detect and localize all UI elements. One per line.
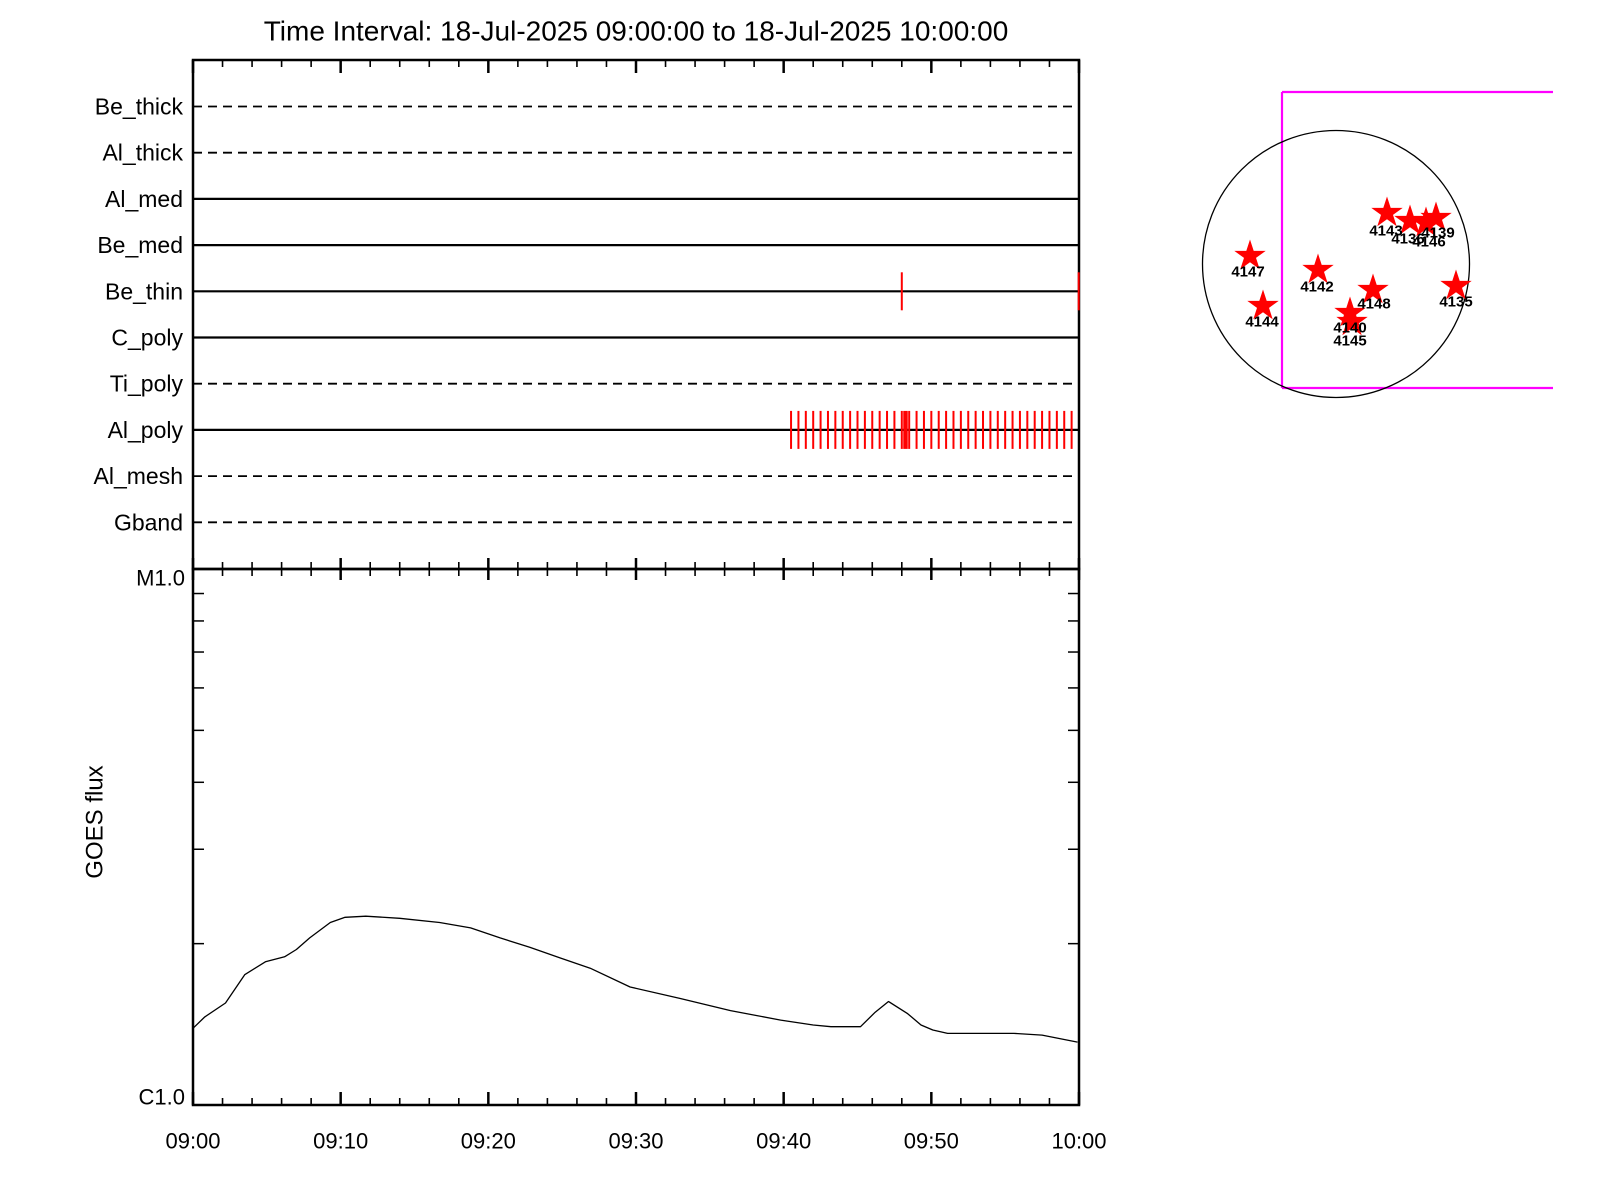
goes-panel-frame [191, 567, 1081, 1107]
active-region-label: 4140 [1333, 320, 1366, 337]
active-region-label: 4147 [1231, 264, 1264, 281]
time-axis-label: 09:00 [165, 1129, 220, 1154]
active-region-label: 4146 [1412, 234, 1445, 251]
filter-row-label-c_poly: C_poly [111, 325, 183, 351]
goes-ytop-label: M1.0 [136, 566, 185, 591]
goes-yaxis-title: GOES flux [82, 765, 109, 878]
active-region-star [1410, 206, 1442, 237]
filter-row-label-be_thick: Be_thick [95, 94, 184, 120]
active-region-label: 4143 [1369, 223, 1402, 240]
active-region-label: 4148 [1357, 296, 1390, 313]
filter-row-label-al_poly: Al_poly [108, 417, 184, 443]
active-region-label: 4139 [1421, 225, 1454, 242]
time-axes: 09:00 09:10 09:20 09:30 09:40 09:50 10:00 [165, 60, 1107, 1154]
page-title: Time Interval: 18-Jul-2025 09:00:00 to 1… [264, 16, 1009, 47]
active-region-star [1420, 201, 1452, 232]
active-region-label: 4135 [1439, 294, 1472, 311]
filter-panel-frame [191, 58, 1081, 571]
time-axis-label: 10:00 [1051, 1129, 1106, 1154]
filter-row-label-al_med: Al_med [105, 186, 183, 212]
goes-flux-panel: M1.0 C1.0 GOES flux [82, 566, 1081, 1110]
goes-flux-curve [192, 915, 1078, 1043]
active-region-star [1357, 273, 1389, 304]
active-region-star [1371, 196, 1403, 227]
time-axis-label: 09:40 [756, 1129, 811, 1154]
active-region-label: 4136 [1391, 231, 1424, 248]
time-axis-label: 09:30 [608, 1129, 663, 1154]
active-region-star [1247, 289, 1279, 320]
goes-ybottom-label: C1.0 [139, 1085, 185, 1110]
filter-row-label-be_med: Be_med [97, 232, 183, 258]
filter-row-label-al_thick: Al_thick [102, 140, 183, 166]
time-axis-label: 09:20 [461, 1129, 516, 1154]
active-region-star [1440, 269, 1472, 300]
active-region-star [1302, 253, 1334, 284]
active-region-label: 4142 [1300, 279, 1333, 296]
active-region-star [1334, 296, 1366, 327]
filter-timeline-panel: Be_thick Al_thick Al_med Be_med Be_thin C_pol… [94, 58, 1081, 571]
time-axis-label: 09:10 [313, 1129, 368, 1154]
time-axis-label: 09:50 [904, 1129, 959, 1154]
active-region-star [1394, 204, 1426, 235]
active-region-label: 4144 [1245, 314, 1279, 331]
solar-limb-circle [1201, 129, 1471, 399]
active-region-label: 4145 [1333, 333, 1366, 350]
active-region-star [1234, 239, 1266, 270]
active-region-star [1336, 305, 1368, 336]
filter-row-label-be_thin: Be_thin [105, 278, 183, 304]
filter-row-label-gband: Gband [114, 509, 183, 535]
filter-row-label-al_mesh: Al_mesh [94, 463, 183, 489]
filter-row-label-ti_poly: Ti_poly [110, 371, 184, 397]
